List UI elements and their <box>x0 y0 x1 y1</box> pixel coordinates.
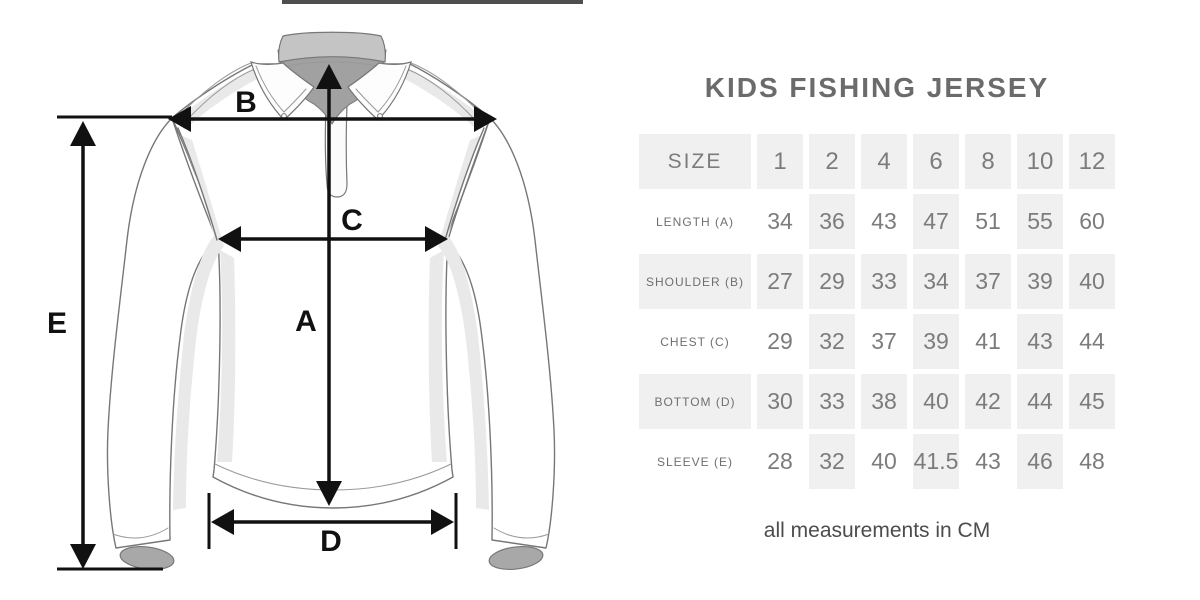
right-collar-wing <box>347 61 412 121</box>
measure-label-b: B <box>235 86 257 119</box>
value-cell: 47 <box>913 194 959 249</box>
size-column-header: 8 <box>965 134 1011 189</box>
value-cell: 32 <box>809 434 855 489</box>
measure-label-a: A <box>295 305 317 338</box>
value-cell: 39 <box>1017 254 1063 309</box>
row-label-cell: SLEEVE (E) <box>656 454 734 469</box>
value-cell: 29 <box>809 254 855 309</box>
value-cell: 60 <box>1079 208 1105 234</box>
value-cell: 33 <box>861 254 907 309</box>
measure-arrow-a: A <box>295 64 342 506</box>
value-cell: 40 <box>1069 254 1115 309</box>
shading <box>173 68 489 510</box>
value-cell: 33 <box>809 374 855 429</box>
right-collar-stitch <box>355 65 407 113</box>
value-cell: 43 <box>1017 314 1063 369</box>
value-cell: 40 <box>871 448 897 474</box>
size-column-header: 1 <box>757 134 803 189</box>
right-cuff-band <box>493 527 550 539</box>
row-label-cell: BOTTOM (D) <box>639 374 751 429</box>
jersey-diagram: B C A D <box>47 0 583 571</box>
value-cell: 43 <box>871 208 897 234</box>
row-label-cell: LENGTH (A) <box>655 214 734 229</box>
value-cell: 51 <box>975 208 1001 234</box>
measure-arrow-b: B <box>168 86 497 132</box>
top-edge-bar <box>282 0 583 4</box>
size-table: SIZE 1 2 4 6 8 10 12 LENGTH (A) 34 36 43 47 51 55 60 SHO… <box>639 134 1115 489</box>
measure-arrow-e: E <box>47 115 172 571</box>
jersey-body <box>171 63 491 509</box>
size-info-panel: KIDS FISHING JERSEY SIZE 1 2 4 6 8 10 12 LENGTH … <box>600 0 1200 600</box>
left-armhole-seam <box>177 127 218 241</box>
value-cell: 32 <box>809 314 855 369</box>
value-cell: 46 <box>1017 434 1063 489</box>
collar-back-band <box>278 31 386 63</box>
size-column-header: 12 <box>1069 134 1115 189</box>
value-cell: 27 <box>757 254 803 309</box>
value-cell: 36 <box>809 194 855 249</box>
measure-label-d: D <box>320 525 342 558</box>
collar-fold-line <box>280 61 384 68</box>
size-column-header: 10 <box>1017 134 1063 189</box>
value-cell: 48 <box>1079 448 1105 474</box>
value-cell: 34 <box>913 254 959 309</box>
row-label-cell: SHOULDER (B) <box>639 254 751 309</box>
size-header-cell: SIZE <box>639 134 751 189</box>
measure-label-c: C <box>341 204 363 237</box>
value-cell: 55 <box>1017 194 1063 249</box>
value-cell: 45 <box>1069 374 1115 429</box>
right-cuff-opening <box>488 545 544 571</box>
size-column-header: 4 <box>861 134 907 189</box>
page-title: KIDS FISHING JERSEY <box>704 72 1050 103</box>
value-cell: 40 <box>913 374 959 429</box>
row-label-cell: CHEST (C) <box>660 334 730 349</box>
right-armhole-seam <box>444 127 485 241</box>
value-cell: 37 <box>871 328 897 354</box>
measure-arrow-c: C <box>218 204 448 252</box>
measurement-unit-note: all measurements in CM <box>763 519 991 542</box>
value-cell: 34 <box>767 208 793 234</box>
left-cuff-band <box>112 527 169 539</box>
size-column-header: 2 <box>809 134 855 189</box>
size-column-header: 6 <box>913 134 959 189</box>
value-cell: 37 <box>965 254 1011 309</box>
value-cell: 39 <box>913 314 959 369</box>
value-cell: 29 <box>767 328 793 354</box>
value-cell: 30 <box>757 374 803 429</box>
value-cell: 41 <box>975 328 1001 354</box>
value-cell: 44 <box>1017 374 1063 429</box>
left-collar-stitch <box>255 65 307 113</box>
jersey-diagram-panel: B C A D <box>47 0 583 571</box>
measure-arrow-d: D <box>207 493 458 558</box>
value-cell: 42 <box>965 374 1011 429</box>
measure-label-e: E <box>47 307 67 340</box>
value-cell: 41.5 <box>913 434 959 489</box>
value-cell: 28 <box>767 448 793 474</box>
value-cell: 38 <box>861 374 907 429</box>
left-collar-wing <box>250 61 315 121</box>
value-cell: 43 <box>975 448 1001 474</box>
value-cell: 44 <box>1079 328 1105 354</box>
